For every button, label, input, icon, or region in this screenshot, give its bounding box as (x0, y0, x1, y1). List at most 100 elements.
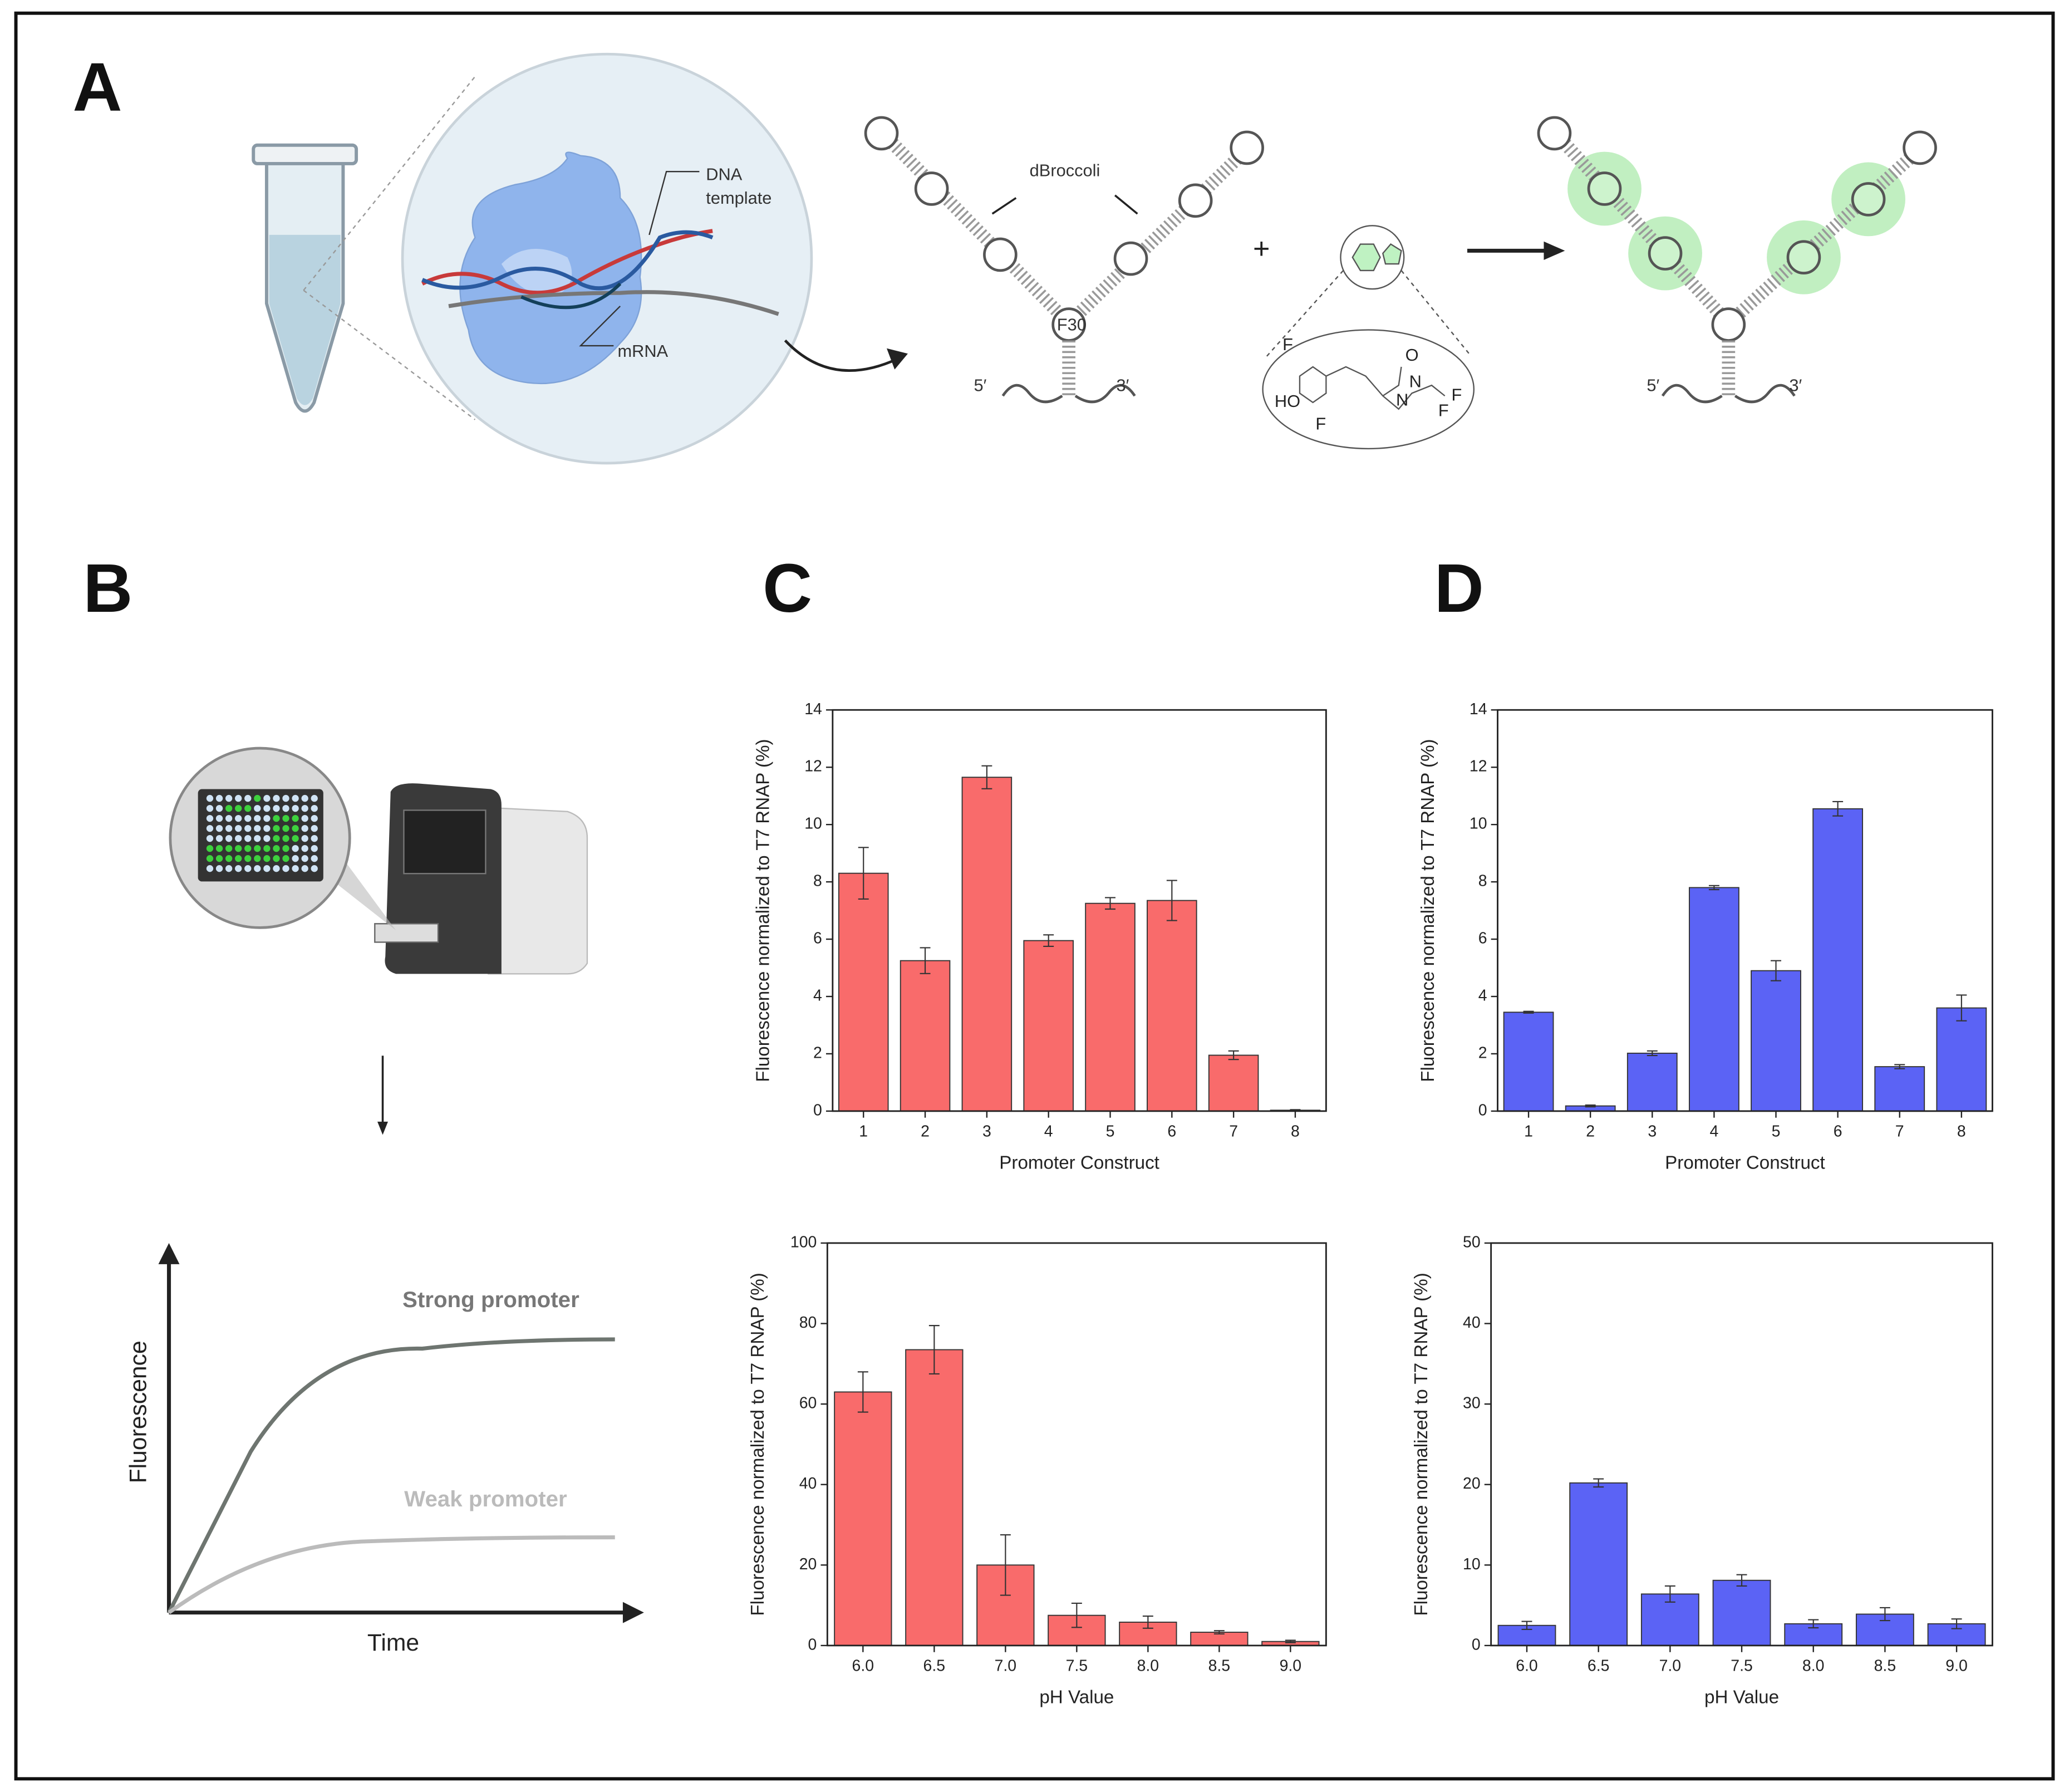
x-tick-label: 8.0 (1137, 1657, 1159, 1675)
error-bar (1771, 960, 1782, 981)
error-bar (857, 1371, 868, 1413)
label: DNA (706, 164, 742, 184)
y-axis-label: Fluorescence normalized to T7 RNAP (%) (748, 1273, 768, 1616)
label: template (706, 188, 771, 208)
atom: F (1438, 401, 1449, 420)
well (301, 834, 308, 842)
well (301, 865, 308, 872)
well (292, 855, 299, 862)
well (263, 865, 271, 872)
bar (1085, 902, 1136, 1112)
y-tick-label: 12 (1470, 758, 1487, 775)
well (235, 804, 242, 812)
bar (1023, 940, 1074, 1112)
well (225, 814, 233, 822)
well (244, 845, 252, 852)
well (215, 855, 223, 862)
well (235, 814, 242, 822)
well (292, 834, 299, 842)
bar (1936, 1007, 1987, 1112)
error-bar (1071, 1602, 1082, 1628)
x-tick-label: 5 (1106, 1122, 1115, 1140)
label: dBroccoli (1030, 160, 1100, 180)
bar (961, 777, 1013, 1112)
y-tick-label: 8 (1478, 872, 1487, 890)
x-axis-label: Promoter Construct (999, 1152, 1159, 1173)
well (282, 855, 289, 862)
well (301, 814, 308, 822)
well (282, 865, 289, 872)
well (254, 834, 261, 842)
y-tick-label: 10 (804, 815, 822, 833)
well (206, 865, 214, 872)
well (225, 855, 233, 862)
error-bar (1228, 1050, 1239, 1061)
well (292, 865, 299, 872)
y-tick-label: 6 (1478, 930, 1487, 947)
y-axis-label: Fluorescence normalized to T7 RNAP (%) (1418, 739, 1438, 1082)
x-tick-label: 2 (1586, 1122, 1595, 1140)
well (273, 845, 280, 852)
well (254, 804, 261, 812)
well (215, 794, 223, 802)
well (263, 855, 271, 862)
error-bar (1593, 1478, 1604, 1488)
label: 5′ (1647, 376, 1659, 395)
well (215, 804, 223, 812)
y-tick-label: 40 (799, 1475, 817, 1492)
well (206, 794, 214, 802)
error-bar (858, 847, 869, 900)
well (292, 824, 299, 832)
atom: F (1452, 385, 1462, 404)
well (263, 845, 271, 852)
x-axis-label: pH Value (1704, 1687, 1779, 1707)
plus: + (1253, 233, 1270, 265)
plot-frame (826, 1242, 1327, 1647)
error-bar (1832, 801, 1844, 817)
panel-letter: B (83, 550, 132, 627)
rna-structure-lit (1537, 116, 1937, 404)
panel-letter: C (763, 550, 812, 627)
well (282, 804, 289, 812)
x-tick-label: 1 (859, 1122, 868, 1140)
well (215, 845, 223, 852)
axis-label: Fluorescence (125, 1341, 152, 1483)
x-tick-label: 9.0 (1945, 1657, 1968, 1675)
bar (900, 960, 951, 1112)
arrow (991, 194, 1138, 215)
bar (1147, 900, 1197, 1112)
well (311, 824, 318, 832)
y-tick-label: 4 (813, 987, 822, 1005)
bar (1503, 1012, 1554, 1112)
error-bar (1894, 1064, 1905, 1069)
polymerase (421, 151, 779, 385)
well (311, 794, 318, 802)
x-tick-label: 8.0 (1802, 1657, 1825, 1675)
axis-label: Time (367, 1629, 419, 1656)
well (273, 834, 280, 842)
well (225, 824, 233, 832)
well (254, 845, 261, 852)
error-bar (1166, 880, 1177, 921)
y-tick-label: 20 (799, 1555, 817, 1573)
well (225, 794, 233, 802)
well (206, 824, 214, 832)
label: Strong promoter (402, 1287, 579, 1312)
well (225, 804, 233, 812)
y-tick-label: 6 (813, 930, 822, 947)
well (244, 865, 252, 872)
well (311, 865, 318, 872)
well (292, 845, 299, 852)
atom: N (1409, 372, 1422, 391)
bar (1689, 887, 1739, 1112)
label: Weak promoter (404, 1486, 567, 1511)
atom: O (1405, 345, 1419, 365)
x-tick-label: 8.5 (1874, 1657, 1896, 1675)
x-tick-label: 7 (1895, 1122, 1904, 1140)
y-tick-label: 20 (1463, 1475, 1481, 1492)
error-bar (1585, 1104, 1596, 1108)
bar (834, 1391, 892, 1646)
well (292, 814, 299, 822)
